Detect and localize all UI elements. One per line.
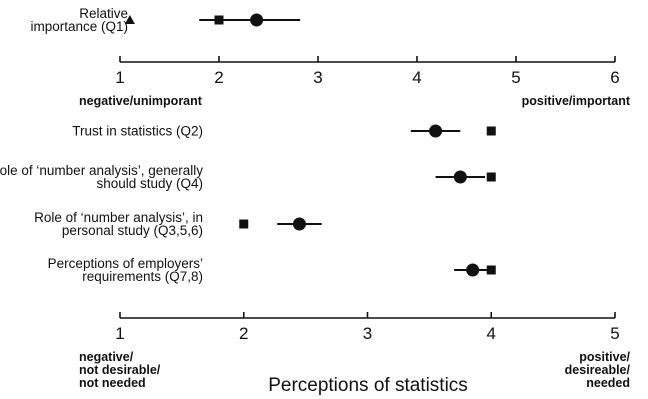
x-tick-label: 6 [610, 68, 619, 87]
triangle-marker [124, 15, 135, 24]
x-tick-label: 5 [610, 324, 619, 343]
row-label: should study (Q4) [96, 176, 203, 191]
mean-marker [250, 13, 264, 27]
x-tick-label: 1 [115, 68, 124, 87]
x-tick-label: 2 [239, 324, 248, 343]
x-tick-label: 3 [363, 324, 372, 343]
x-tick-label: 3 [313, 68, 322, 87]
square-marker [486, 172, 496, 182]
row-label: Relative [79, 6, 128, 21]
square-marker [486, 265, 496, 275]
right-anchor-label: desireable/ [565, 363, 631, 377]
left-anchor-label: negative/unimporant [79, 94, 203, 108]
x-tick-label: 4 [487, 324, 496, 343]
row-label: personal study (Q3,5,6) [62, 223, 203, 238]
x-tick-label: 1 [115, 324, 124, 343]
square-marker [214, 15, 224, 25]
square-marker [239, 219, 249, 229]
mean-marker [292, 217, 306, 231]
row-label: requirements (Q7,8) [82, 269, 203, 284]
mean-marker [453, 170, 467, 184]
right-anchor-label: positive/important [522, 94, 631, 108]
mean-marker [429, 124, 443, 138]
row-label: Role of ‘number analysis’, generally [0, 163, 203, 178]
row-label: Role of ‘number analysis’, in [34, 210, 203, 225]
row-label: Perceptions of employers’ [48, 256, 203, 271]
x-tick-label: 2 [214, 68, 223, 87]
x-tick-label: 5 [511, 68, 520, 87]
right-anchor-label: positive/ [579, 350, 630, 364]
left-anchor-label: not desirable/ [79, 363, 161, 377]
square-marker [486, 126, 496, 136]
right-anchor-label: needed [586, 376, 630, 390]
x-tick-label: 4 [412, 68, 421, 87]
x-axis-title: Perceptions of statistics [268, 375, 468, 396]
mean-marker [466, 263, 480, 277]
row-label: importance (Q1) [30, 19, 128, 34]
row-label: Trust in statistics (Q2) [72, 124, 203, 139]
left-anchor-label: negative/ [79, 350, 134, 364]
left-anchor-label: not needed [79, 376, 146, 390]
